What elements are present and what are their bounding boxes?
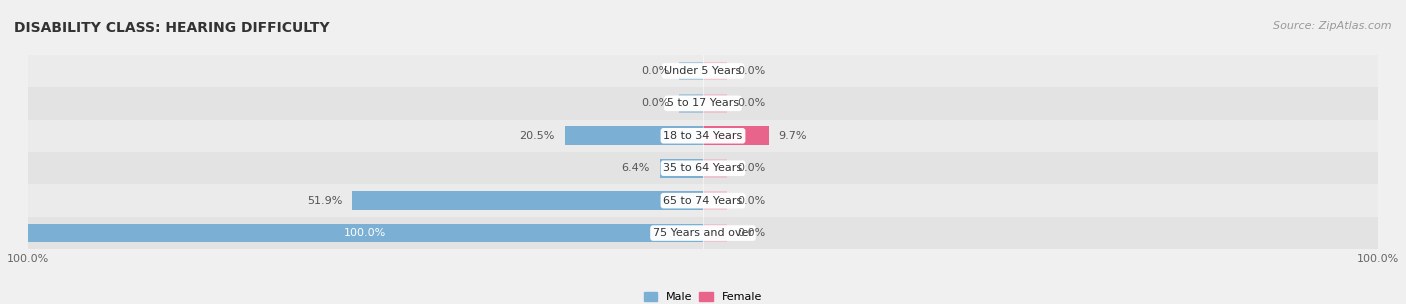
Text: 0.0%: 0.0% (737, 98, 765, 108)
Text: 6.4%: 6.4% (621, 163, 650, 173)
Text: 0.0%: 0.0% (641, 66, 669, 76)
Bar (703, 224, 727, 243)
Text: DISABILITY CLASS: HEARING DIFFICULTY: DISABILITY CLASS: HEARING DIFFICULTY (14, 21, 329, 35)
Text: 100.0%: 100.0% (344, 228, 387, 238)
Legend: Male, Female: Male, Female (644, 292, 762, 302)
Bar (703, 191, 727, 210)
Text: 0.0%: 0.0% (737, 228, 765, 238)
Text: Source: ZipAtlas.com: Source: ZipAtlas.com (1274, 21, 1392, 31)
Bar (703, 94, 727, 113)
Bar (703, 126, 769, 145)
Text: 9.7%: 9.7% (779, 131, 807, 141)
Text: 20.5%: 20.5% (519, 131, 554, 141)
Bar (679, 61, 703, 80)
Text: Under 5 Years: Under 5 Years (665, 66, 741, 76)
Bar (703, 159, 727, 178)
Text: 0.0%: 0.0% (641, 98, 669, 108)
Text: 0.0%: 0.0% (737, 66, 765, 76)
Bar (679, 94, 703, 113)
Text: 65 to 74 Years: 65 to 74 Years (664, 196, 742, 206)
Text: 0.0%: 0.0% (737, 196, 765, 206)
Bar (28, 152, 1378, 185)
Bar (28, 224, 703, 243)
Text: 0.0%: 0.0% (737, 163, 765, 173)
Text: 18 to 34 Years: 18 to 34 Years (664, 131, 742, 141)
Text: 75 Years and over: 75 Years and over (652, 228, 754, 238)
Text: 5 to 17 Years: 5 to 17 Years (666, 98, 740, 108)
Bar (28, 55, 1378, 87)
Bar (28, 119, 1378, 152)
Bar (28, 217, 1378, 249)
Bar (703, 61, 727, 80)
Text: 51.9%: 51.9% (307, 196, 342, 206)
Bar (28, 87, 1378, 119)
Bar (659, 159, 703, 178)
Text: 35 to 64 Years: 35 to 64 Years (664, 163, 742, 173)
Bar (28, 185, 1378, 217)
Bar (353, 191, 703, 210)
Bar (565, 126, 703, 145)
